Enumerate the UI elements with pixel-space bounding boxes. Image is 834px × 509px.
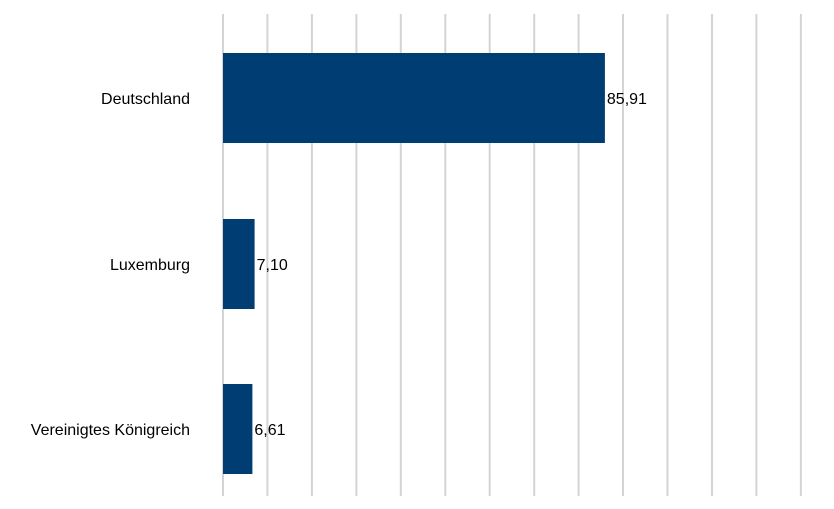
category-label-2: Vereinigtes Königreich — [31, 422, 190, 439]
category-labels: Deutschland Luxemburg Vereinigtes Königrei… — [31, 91, 190, 439]
value-label-1: 7,10 — [257, 257, 288, 274]
value-labels: 85,91 7,10 6,61 — [254, 91, 647, 439]
bars — [223, 53, 605, 474]
category-label-0: Deutschland — [101, 91, 190, 108]
value-label-0: 85,91 — [607, 91, 647, 108]
bar-0 — [223, 53, 605, 143]
bar-2 — [223, 384, 253, 474]
value-label-2: 6,61 — [254, 422, 285, 439]
bar-1 — [223, 219, 255, 309]
category-label-1: Luxemburg — [110, 257, 190, 274]
